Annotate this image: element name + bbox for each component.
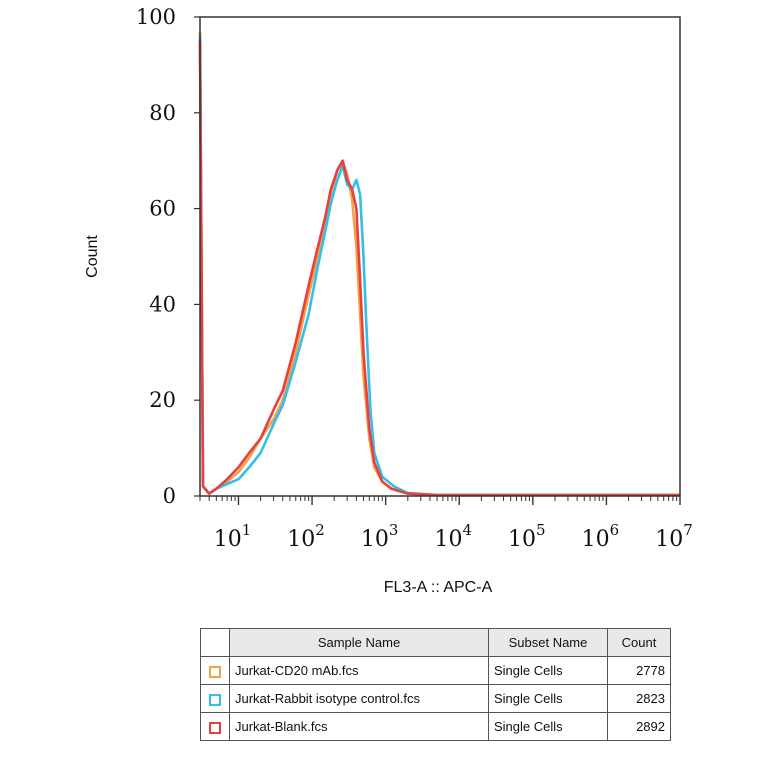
legend-subset-name: Single Cells — [488, 656, 608, 685]
legend-header-count: Count — [607, 628, 671, 657]
x-tick-exponent: 5 — [536, 521, 546, 539]
x-tick-label: 105 — [508, 521, 546, 552]
x-tick-base: 10 — [361, 527, 389, 552]
legend-swatch-cell — [200, 684, 230, 713]
legend-sample-name: Jurkat-Rabbit isotype control.fcs — [229, 684, 489, 713]
legend-subset-name: Single Cells — [488, 684, 608, 713]
legend-row: Jurkat-CD20 mAb.fcs Single Cells 2778 — [200, 656, 671, 685]
y-tick-label: 60 — [149, 197, 176, 221]
legend-table: Sample Name Subset Name Count Jurkat-CD2… — [200, 628, 671, 741]
x-tick-label: 104 — [434, 521, 472, 552]
x-tick-base: 10 — [655, 527, 683, 552]
x-axis-label: FL3-A :: APC-A — [384, 579, 493, 596]
y-tick-label: 40 — [149, 292, 176, 316]
x-tick-base: 10 — [287, 527, 315, 552]
legend-count: 2778 — [607, 656, 671, 685]
y-axis-label: Count — [84, 235, 101, 278]
plot-frame — [199, 16, 681, 497]
x-tick-base: 10 — [214, 527, 242, 552]
legend-header-sample: Sample Name — [229, 628, 489, 657]
y-tick-label: 20 — [149, 388, 176, 412]
series-line-2 — [198, 36, 680, 497]
y-axis-ticks: 0 20 40 60 80 100 — [136, 5, 200, 508]
x-tick-exponent: 4 — [462, 521, 472, 539]
legend-count: 2892 — [607, 712, 671, 741]
x-tick-base: 10 — [434, 527, 462, 552]
legend-swatch — [209, 693, 221, 706]
x-tick-label: 106 — [582, 521, 620, 552]
x-tick-exponent: 2 — [315, 521, 325, 539]
legend-sample-name: Jurkat-CD20 mAb.fcs — [229, 656, 489, 685]
y-tick-label: 80 — [149, 101, 176, 125]
legend-header-swatch — [200, 628, 230, 657]
x-tick-label: 101 — [214, 521, 252, 552]
series-line-3 — [198, 40, 680, 497]
series-layer — [198, 31, 680, 497]
x-tick-exponent: 1 — [242, 521, 252, 539]
x-tick-exponent: 3 — [389, 521, 399, 539]
legend-count: 2823 — [607, 684, 671, 713]
x-tick-exponent: 6 — [610, 521, 620, 539]
x-tick-label: 102 — [287, 521, 325, 552]
legend-header-subset: Subset Name — [488, 628, 608, 657]
y-tick-label: 100 — [136, 5, 176, 29]
y-tick-label: 0 — [163, 484, 176, 508]
x-tick-base: 10 — [508, 527, 536, 552]
x-tick-label: 107 — [655, 521, 693, 552]
x-tick-exponent: 7 — [683, 521, 693, 539]
legend-row: Jurkat-Blank.fcs Single Cells 2892 — [200, 712, 671, 741]
x-tick-label: 103 — [361, 521, 399, 552]
legend-row: Jurkat-Rabbit isotype control.fcs Single… — [200, 684, 671, 713]
legend-header-row: Sample Name Subset Name Count — [200, 628, 671, 657]
x-axis-ticks: 101 102 103 104 105 106 107 — [199, 496, 693, 552]
x-tick-base: 10 — [582, 527, 610, 552]
legend-subset-name: Single Cells — [488, 712, 608, 741]
legend-swatch — [209, 721, 221, 734]
legend-swatch-cell — [200, 712, 230, 741]
legend-swatch — [209, 665, 221, 678]
legend-swatch-cell — [200, 656, 230, 685]
legend-sample-name: Jurkat-Blank.fcs — [229, 712, 489, 741]
